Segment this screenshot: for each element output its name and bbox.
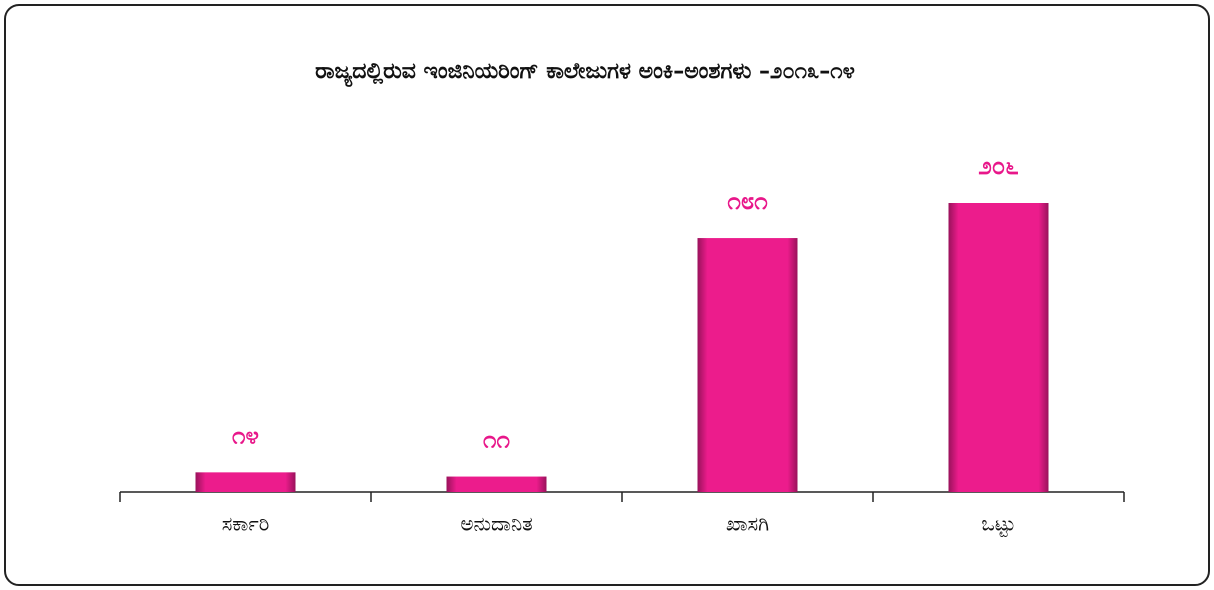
bar-shade [195,472,296,492]
chart-title: ರಾಜ್ಯದಲ್ಲಿರುವ ಇಂಜಿನಿಯರಿಂಗ್ ಕಾಲೇಜುಗಳ ಅಂಕಿ… [315,59,855,88]
value-label: ೧೮೧ [727,187,768,215]
x-tick-label: ಒಟ್ಟು [981,512,1015,538]
value-label: ೨೦೬ [978,152,1018,180]
x-tick-label: ಸರ್ಕಾರಿ [222,512,270,536]
bar-shade [697,238,798,492]
bar-shade [446,476,547,492]
bar-shade [948,203,1049,492]
x-tick-label: ಖಾಸಗಿ [726,512,769,536]
x-tick-label: ಅನುದಾನಿತ [460,512,532,536]
value-label: ೧೪ [232,421,259,449]
frame [4,4,1210,586]
value-label: ೧೧ [483,426,510,454]
